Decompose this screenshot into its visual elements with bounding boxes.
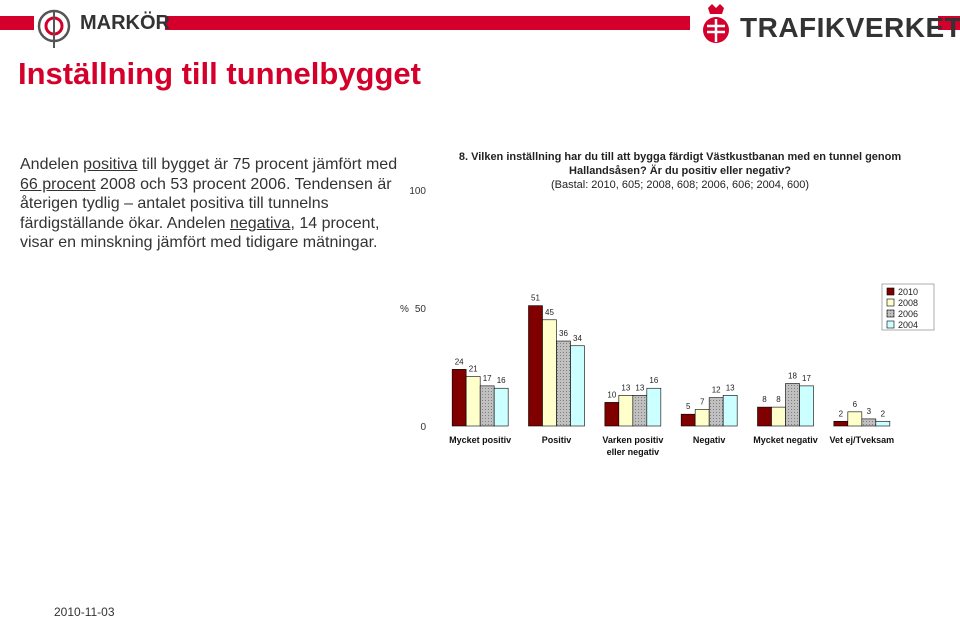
data-label: 13 xyxy=(635,383,644,392)
bar-2004-1 xyxy=(570,345,585,427)
y-axis-label: % xyxy=(400,304,409,315)
category-label: Mycket positiv xyxy=(449,435,511,445)
y-tick-label: 0 xyxy=(420,422,426,433)
trafikverket-logo-icon xyxy=(703,4,729,43)
legend-swatch-2006 xyxy=(886,309,895,318)
category-label: Mycket negativ xyxy=(753,435,818,445)
data-label: 6 xyxy=(853,400,858,409)
bar-2006-1 xyxy=(556,340,571,427)
summary-text: Andelen positiva till bygget är 75 proce… xyxy=(20,155,405,253)
bar-2008-2 xyxy=(618,395,634,427)
data-label: 17 xyxy=(802,374,811,383)
question-text: 8. Vilken inställning har du till att by… xyxy=(458,151,902,177)
data-label: 16 xyxy=(497,376,506,385)
markor-brand-text: MARKÖR xyxy=(80,12,170,34)
legend-swatch-2004 xyxy=(886,320,895,329)
bar-2006-0 xyxy=(479,385,495,427)
data-label: 51 xyxy=(531,294,540,303)
data-label: 13 xyxy=(726,383,735,392)
legend-label-2006: 2006 xyxy=(898,309,918,319)
bar-2010-3 xyxy=(680,413,696,427)
question-base: (Bastal: 2010, 605; 2008, 608; 2006, 606… xyxy=(550,179,810,191)
bar-2006-2 xyxy=(632,395,648,427)
bar-2006-4 xyxy=(785,383,800,427)
y-tick-label: 50 xyxy=(415,304,427,315)
footer-date: 2010-11-03 xyxy=(54,605,115,619)
summary-part-3: 2008 och 53 procent 2006. Tendensen är å… xyxy=(20,175,392,232)
legend-label-2010: 2010 xyxy=(898,287,918,297)
summary-highlight-positiva: positiva xyxy=(83,156,138,173)
header-accent-right xyxy=(938,16,960,30)
bar-2008-5 xyxy=(847,411,863,427)
data-label: 18 xyxy=(788,372,797,381)
header-accent-left xyxy=(0,16,34,30)
bar-2010-1 xyxy=(528,305,543,427)
data-label: 24 xyxy=(455,357,464,366)
summary-part-1: Andelen xyxy=(20,156,84,173)
bar-2006-3 xyxy=(708,397,724,427)
bar-2004-5 xyxy=(875,420,891,427)
summary-highlight-66: 66 procent xyxy=(20,175,96,193)
category-label: Positiv xyxy=(542,435,572,445)
data-label: 10 xyxy=(607,390,616,399)
bar-2004-0 xyxy=(493,387,509,427)
legend-swatch-2008 xyxy=(886,298,895,307)
legend-swatch-2010 xyxy=(886,287,895,296)
page-title: Inställning till tunnelbygget xyxy=(18,56,421,91)
data-label: 7 xyxy=(700,397,705,406)
data-label: 21 xyxy=(469,364,478,373)
bar-2010-0 xyxy=(451,369,467,427)
bar-2008-4 xyxy=(771,406,786,427)
bar-2008-3 xyxy=(694,409,710,427)
question-block: 8. Vilken inställning har du till att by… xyxy=(420,150,940,192)
data-label: 2 xyxy=(881,409,886,418)
bar-2010-5 xyxy=(833,420,849,427)
data-label: 34 xyxy=(573,334,582,343)
bar-2008-1 xyxy=(542,319,557,427)
legend-label-2004: 2004 xyxy=(898,320,918,330)
data-label: 5 xyxy=(686,402,691,411)
data-label: 13 xyxy=(621,383,630,392)
category-label: Varken positiv xyxy=(602,435,663,445)
y-tick-label: 100 xyxy=(409,186,426,197)
header-accent-middle xyxy=(165,16,690,30)
category-label: eller negativ xyxy=(607,447,660,457)
bar-2004-4 xyxy=(799,385,814,427)
trafikverket-brand-text: TRAFIKVERKET xyxy=(740,12,960,43)
bar-chart: 0 50 100% 24 21 17 16 Mycket positiv 51 45 36 34 Pos… xyxy=(400,186,935,457)
category-label: Vet ej/Tveksam xyxy=(830,435,895,445)
summary-highlight-negativa: negativa xyxy=(229,214,291,232)
bar-2006-5 xyxy=(861,418,877,427)
data-label: 17 xyxy=(483,374,492,383)
summary-part-2: till bygget är 75 procent jämfört med xyxy=(137,156,398,173)
bar-2010-4 xyxy=(757,406,772,427)
bar-2010-2 xyxy=(604,402,620,427)
markor-logo-icon xyxy=(37,9,71,48)
header-bar: MARKÖR TRAFIKVERKET xyxy=(0,0,960,48)
legend-label-2008: 2008 xyxy=(898,298,918,308)
data-label: 3 xyxy=(867,407,872,416)
bar-2004-2 xyxy=(646,387,662,427)
data-label: 8 xyxy=(762,395,767,404)
data-label: 2 xyxy=(839,409,844,418)
category-label: Negativ xyxy=(693,435,726,445)
data-label: 36 xyxy=(559,329,568,338)
data-label: 12 xyxy=(712,386,721,395)
bar-2008-0 xyxy=(465,376,481,427)
summary-part-4: , 14 procent, visar en minskning jämfört… xyxy=(20,214,380,252)
bar-2004-3 xyxy=(722,395,738,427)
data-label: 45 xyxy=(545,308,554,317)
data-label: 16 xyxy=(649,376,658,385)
data-label: 8 xyxy=(776,395,781,404)
